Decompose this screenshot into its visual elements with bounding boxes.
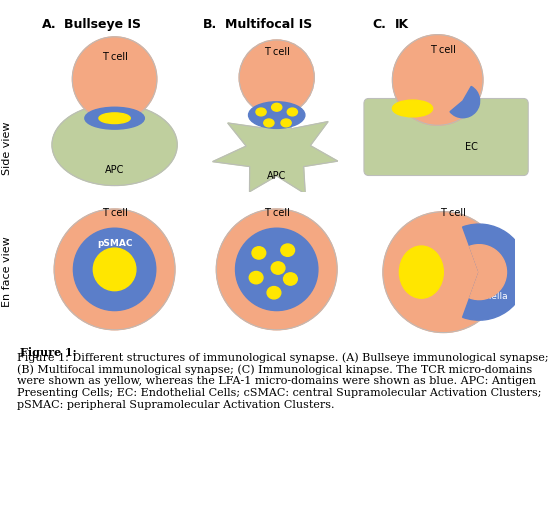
Wedge shape xyxy=(470,244,506,299)
Text: T cell: T cell xyxy=(264,208,290,218)
Text: EC: EC xyxy=(465,142,478,152)
Ellipse shape xyxy=(252,247,266,259)
Text: En face view: En face view xyxy=(2,237,12,307)
Circle shape xyxy=(383,212,504,333)
Text: T cell: T cell xyxy=(102,52,127,62)
Text: T cell: T cell xyxy=(264,48,290,58)
Wedge shape xyxy=(463,224,527,320)
Ellipse shape xyxy=(249,102,305,128)
Text: Lamella: Lamella xyxy=(472,293,508,301)
Polygon shape xyxy=(212,104,338,194)
Text: A.: A. xyxy=(42,18,56,31)
Circle shape xyxy=(216,209,337,330)
Text: Figure 1:: Figure 1: xyxy=(20,347,76,359)
Text: T cell: T cell xyxy=(102,208,127,218)
Ellipse shape xyxy=(52,104,177,185)
FancyBboxPatch shape xyxy=(364,98,528,176)
Text: Side view: Side view xyxy=(2,121,12,175)
Text: T cell: T cell xyxy=(440,208,466,218)
Text: B.: B. xyxy=(203,18,217,31)
Circle shape xyxy=(72,37,157,121)
Ellipse shape xyxy=(400,246,443,298)
Text: T cell: T cell xyxy=(430,45,456,55)
Ellipse shape xyxy=(283,273,297,285)
Text: APC: APC xyxy=(267,171,286,181)
Ellipse shape xyxy=(271,262,285,274)
Circle shape xyxy=(239,40,314,115)
Ellipse shape xyxy=(99,113,130,124)
Circle shape xyxy=(73,228,156,310)
Ellipse shape xyxy=(267,287,281,299)
Text: Figure 1: Different structures of immunological synapse. (A) Bullseye immunologi: Figure 1: Different structures of immuno… xyxy=(17,352,548,410)
Text: cSMAC: cSMAC xyxy=(97,265,132,274)
Circle shape xyxy=(392,35,483,125)
Text: Uropod: Uropod xyxy=(405,268,438,277)
Text: Bullseye IS: Bullseye IS xyxy=(64,18,141,31)
Text: Multifocal IS: Multifocal IS xyxy=(225,18,312,31)
Ellipse shape xyxy=(256,108,266,116)
Text: APC: APC xyxy=(105,165,124,175)
Ellipse shape xyxy=(249,271,263,284)
Ellipse shape xyxy=(272,103,282,111)
Text: pSMAC: pSMAC xyxy=(97,239,132,248)
Circle shape xyxy=(235,228,318,310)
Text: C.: C. xyxy=(372,18,386,31)
Text: IK: IK xyxy=(395,18,409,31)
Ellipse shape xyxy=(264,119,274,127)
Circle shape xyxy=(54,209,175,330)
Ellipse shape xyxy=(281,119,291,127)
Circle shape xyxy=(93,248,136,290)
Ellipse shape xyxy=(85,107,144,129)
Ellipse shape xyxy=(392,100,433,117)
Ellipse shape xyxy=(281,244,295,256)
Wedge shape xyxy=(450,87,480,118)
Ellipse shape xyxy=(287,108,297,116)
